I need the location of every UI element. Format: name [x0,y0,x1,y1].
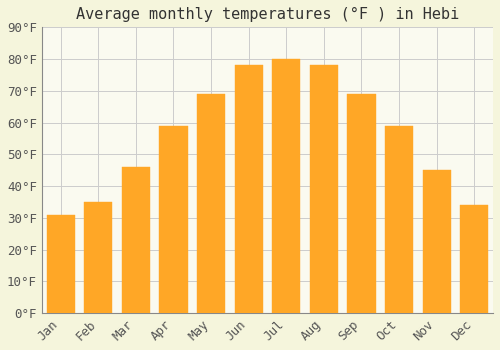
Bar [234,65,262,313]
Bar [197,94,225,313]
Bar [385,126,413,313]
Bar [348,94,376,313]
Bar [310,65,338,313]
Bar [460,205,488,313]
Bar [46,215,74,313]
Bar [84,202,112,313]
Bar [272,59,300,313]
Bar [122,167,150,313]
Bar [422,170,451,313]
Bar [160,126,188,313]
Title: Average monthly temperatures (°F ) in Hebi: Average monthly temperatures (°F ) in He… [76,7,459,22]
